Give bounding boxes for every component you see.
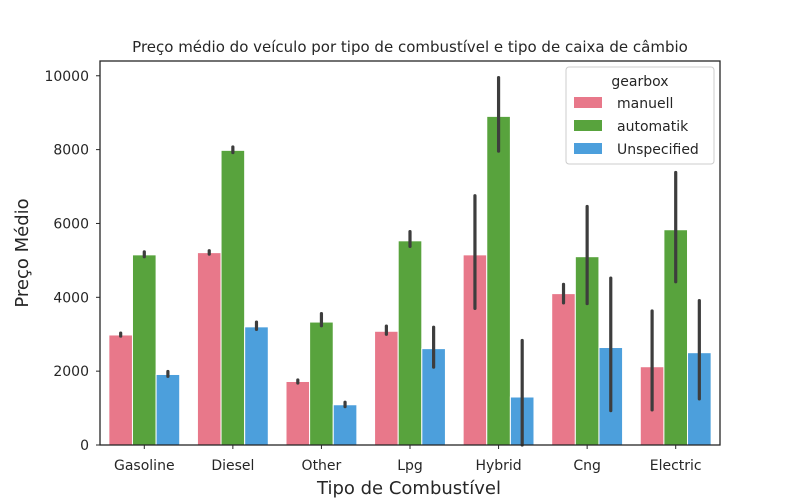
- bar-automatik-gasoline: [131, 254, 157, 446]
- bar-automatik-lpg: [397, 240, 423, 446]
- legend-label-manuell: manuell: [617, 96, 673, 112]
- bar-automatik-diesel: [220, 149, 246, 446]
- y-tick-label: 2000: [53, 364, 89, 380]
- bar-unspecified-diesel: [244, 326, 269, 446]
- y-tick-label: 8000: [53, 143, 89, 159]
- legend-swatch-manuell: [574, 97, 602, 108]
- bar-manuell-cng: [551, 293, 576, 446]
- legend-swatch-unspecified: [574, 143, 602, 154]
- bar-manuell-diesel: [196, 252, 222, 446]
- y-axis-title: Preço Médio: [12, 198, 33, 307]
- x-tick-label-diesel: Diesel: [211, 458, 254, 474]
- legend-label-unspecified: Unspecified: [617, 142, 699, 158]
- x-tick-label-other: Other: [302, 458, 342, 474]
- bar-manuell-lpg: [374, 330, 399, 446]
- bar-unspecified-gasoline: [155, 373, 181, 446]
- y-tick-label: 10000: [44, 69, 89, 85]
- legend-frame: [565, 66, 715, 165]
- y-tick-label: 4000: [53, 290, 89, 306]
- legend-swatch-automatik: [574, 120, 602, 131]
- bar-automatik-hybrid: [486, 115, 511, 446]
- bar-automatik-other: [309, 321, 334, 446]
- plot-area: 0 2000 4000 6000 8000 10000 Gasoline Diesel Othe…: [44, 60, 721, 474]
- x-tick-label-hybrid: Hybrid: [475, 458, 521, 474]
- bar-unspecified-other: [332, 404, 358, 446]
- x-axis-title: Tipo de Combustível: [316, 478, 501, 499]
- x-tick-label-gasoline: Gasoline: [114, 458, 175, 474]
- y-tick-label: 6000: [53, 216, 89, 232]
- chart-title: Preço médio do veículo por tipo de combu…: [132, 38, 688, 56]
- x-tick-label-lpg: Lpg: [397, 458, 423, 474]
- x-tick-label-cng: Cng: [573, 458, 601, 474]
- legend-label-automatik: automatik: [617, 119, 689, 135]
- legend: gearbox manuell automatik Unspecified: [565, 66, 715, 165]
- bar-manuell-gasoline: [108, 334, 133, 446]
- series-automatik: [131, 76, 689, 446]
- series-unspecified: [155, 276, 712, 447]
- bar-manuell-other: [285, 380, 311, 446]
- y-tick-label: 0: [80, 438, 89, 454]
- legend-title: gearbox: [611, 74, 668, 90]
- x-tick-label-electric: Electric: [650, 458, 702, 474]
